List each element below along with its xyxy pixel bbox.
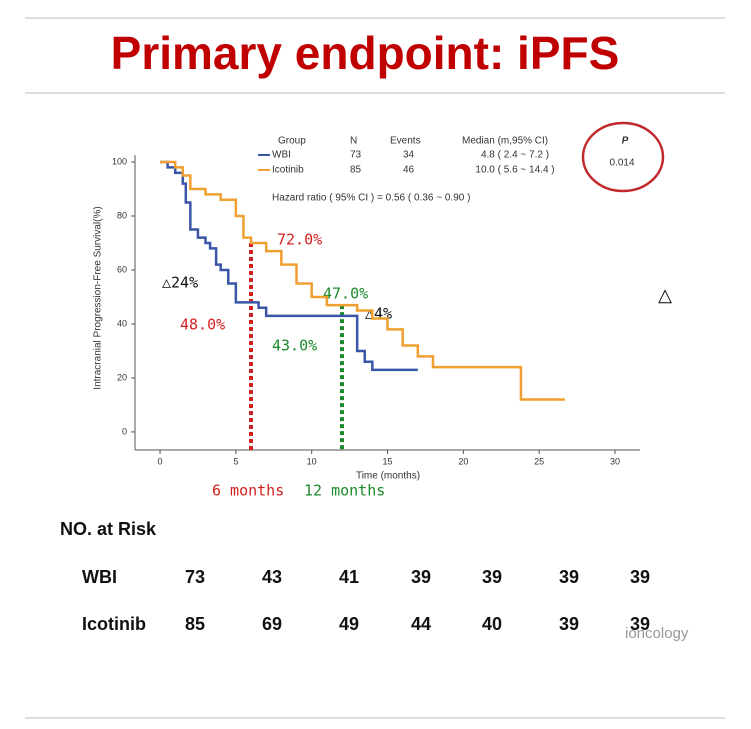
y-tick-label: 20 (117, 372, 127, 382)
legend-cell: 46 (403, 165, 415, 176)
risk-cell: 41 (339, 567, 359, 587)
annotation: 47.0% (323, 285, 368, 303)
risk-cell: 69 (262, 614, 282, 634)
x-tick-label: 15 (382, 456, 392, 466)
legend-header: Events (390, 136, 421, 147)
km-curve (160, 160, 565, 401)
risk-cell: 39 (559, 614, 579, 634)
risk-cell: 40 (482, 614, 502, 634)
legend-cell: 85 (350, 165, 362, 176)
legend-cell: 10.0 ( 5.6 ~ 14.4 ) (475, 165, 554, 176)
risk-cell: 39 (482, 567, 502, 587)
risk-cell: 73 (185, 567, 205, 587)
risk-cell: 39 (559, 567, 579, 587)
annotation: 72.0% (277, 231, 322, 249)
watermark: ioncology (625, 625, 689, 642)
risk-title: NO. at Risk (60, 519, 157, 539)
legend-cell: 34 (403, 150, 415, 161)
x-tick-label: 0 (158, 456, 163, 466)
risk-cell: 39 (630, 614, 650, 634)
x-axis-label: Time (months) (356, 471, 420, 482)
annotation: 6 months (212, 482, 284, 500)
x-tick-label: 20 (458, 456, 468, 466)
risk-row-label: Icotinib (82, 614, 146, 634)
slide-title: Primary endpoint: iPFS (111, 27, 620, 79)
risk-cell: 44 (411, 614, 431, 634)
annotation: 48.0% (180, 316, 225, 334)
legend-cell: 73 (350, 150, 362, 161)
km-curve (160, 160, 418, 372)
legend-header: Median (m,95% CI) (462, 136, 548, 147)
legend-entry: WBI (272, 150, 291, 161)
risk-cell: 43 (262, 567, 282, 587)
highlight-circle (581, 121, 665, 193)
y-tick-label: 80 (117, 210, 127, 220)
x-tick-label: 30 (610, 456, 620, 466)
p-header: P (622, 136, 629, 147)
legend-header: N (350, 136, 357, 147)
risk-cell: 49 (339, 614, 359, 634)
x-tick-label: 25 (534, 456, 544, 466)
risk-cell: 39 (411, 567, 431, 587)
x-tick-label: 5 (233, 456, 238, 466)
p-value: 0.014 (609, 158, 634, 169)
risk-row-label: WBI (82, 567, 117, 587)
y-tick-label: 0 (122, 426, 127, 436)
y-tick-label: 60 (117, 264, 127, 274)
y-axis-label: Intracranial Progression-Free Survival(%… (93, 206, 104, 389)
side-mark: △ (658, 285, 672, 305)
risk-cell: 39 (630, 567, 650, 587)
risk-cell: 85 (185, 614, 205, 634)
legend-cell: 4.8 ( 2.4 ~ 7.2 ) (481, 150, 549, 161)
legend-entry: Icotinib (272, 165, 304, 176)
legend-header: Group (278, 136, 306, 147)
x-tick-label: 10 (307, 456, 317, 466)
annotation: 12 months (304, 482, 385, 500)
y-tick-label: 100 (112, 156, 127, 166)
y-tick-label: 40 (117, 318, 127, 328)
annotation: 43.0% (272, 337, 317, 355)
hazard-ratio: Hazard ratio ( 95% CI ) = 0.56 ( 0.36 ~ … (272, 193, 470, 204)
annotation: △24% (162, 274, 198, 292)
